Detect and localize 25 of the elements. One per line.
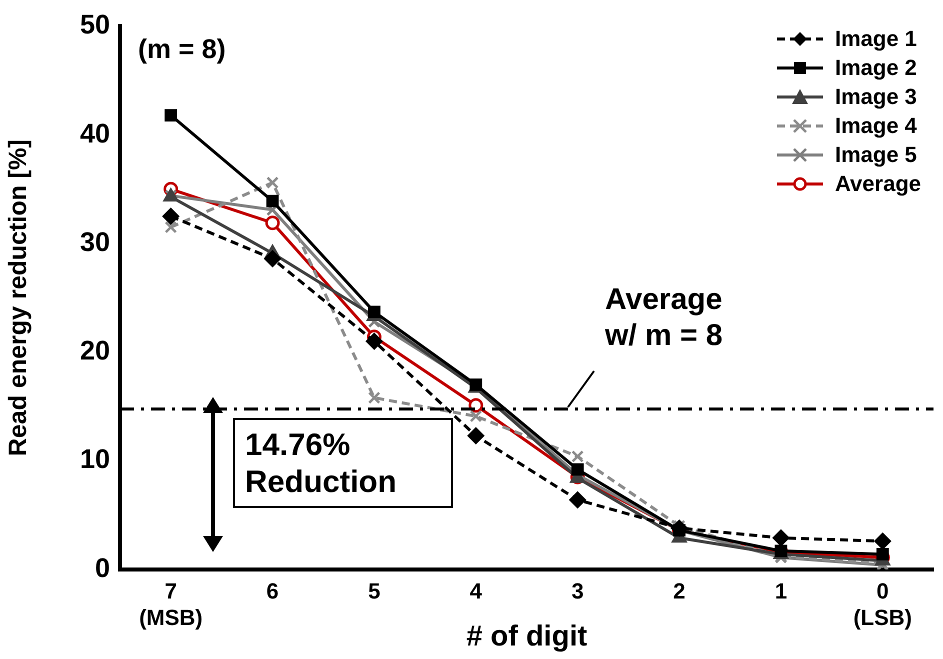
annotation: 14.76% Reduction	[233, 418, 453, 508]
x-tick-label: 5	[368, 578, 380, 604]
y-axis-title: Read energy reduction [%]	[4, 139, 32, 456]
annotation: Average w/ m = 8	[605, 282, 723, 354]
x-tick-label: 4	[470, 578, 483, 604]
y-tick-label: 20	[80, 336, 110, 366]
y-tick-label: 30	[80, 226, 110, 257]
x-tick-label: 0 (LSB)	[853, 578, 912, 630]
legend-label: Image 2	[834, 54, 917, 80]
legend-label: Image 3	[834, 84, 917, 110]
x-tick-label: 6	[266, 578, 279, 604]
annotation: (m = 8)	[138, 34, 226, 65]
x-tick-label: 1	[774, 578, 788, 604]
y-tick-label: 0	[94, 552, 110, 583]
legend-label: Image 4	[834, 112, 917, 138]
y-tick-label: 50	[80, 10, 110, 40]
x-axis-title: # of digit	[466, 620, 588, 653]
x-tick-label: 2	[673, 578, 686, 604]
legend-label: Average	[834, 170, 921, 196]
legend-label: Image 1	[834, 26, 917, 52]
legend-label: Image 5	[834, 142, 917, 168]
x-tick-label: 3	[571, 578, 584, 604]
y-tick-label: 10	[80, 444, 110, 474]
x-tick-label: 7 (MSB)	[139, 578, 203, 630]
y-tick-label: 40	[80, 118, 110, 148]
